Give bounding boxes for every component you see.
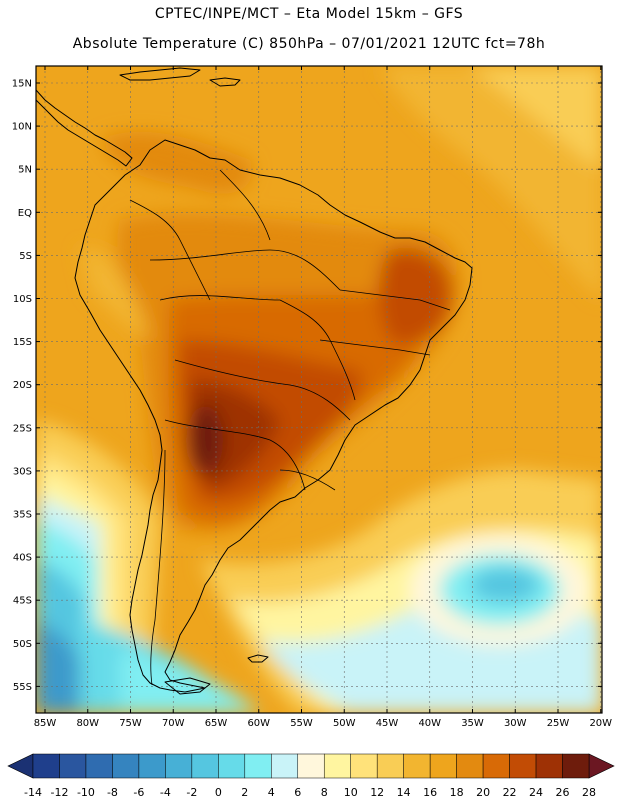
lat-label: 30S (13, 466, 32, 477)
hispaniola-coastline (209, 77, 241, 87)
lat-label: 15N (12, 79, 32, 90)
colorbar-swatch (535, 753, 563, 779)
lon-label: 85W (34, 718, 57, 729)
lat-label: 50S (13, 639, 32, 650)
lon-label: 75W (119, 718, 142, 729)
lat-label: 20S (13, 380, 32, 391)
lon-label: 30W (504, 718, 527, 729)
country-borders (129, 169, 451, 686)
lon-label: 55W (290, 718, 313, 729)
colorbar-swatch (323, 753, 351, 779)
colorbar-label: -6 (133, 786, 144, 799)
falklands-coastline (247, 654, 269, 663)
colorbar-swatch (112, 753, 140, 779)
colorbar-label: 18 (450, 786, 464, 799)
tierra-del-fuego-coastline (164, 677, 211, 695)
colorbar-label: -2 (186, 786, 197, 799)
colorbar-swatch (350, 753, 378, 779)
colorbar-label: -12 (50, 786, 68, 799)
lat-label: 35S (13, 510, 32, 521)
colorbar-label: 28 (582, 786, 596, 799)
colorbar: -14 -12 -10 -8 -6 -4 -2 0 2 4 6 8 10 12 14 16 18 20 22 24 26… (7, 753, 615, 799)
colorbar-swatch (244, 753, 272, 779)
colorbar-label: 20 (476, 786, 490, 799)
lat-label: EQ (18, 208, 32, 219)
latitude-labels: 15N 10N 5N EQ 5S 10S 15S 20S 25S 30S 35S 40S 45S 50S 5… (12, 79, 32, 693)
colorbar-label: -10 (77, 786, 95, 799)
colorbar-label: 12 (370, 786, 384, 799)
lon-label: 65W (205, 718, 228, 729)
chart-title-line-2: Absolute Temperature (C) 850hPa – 07/01/… (72, 36, 546, 52)
colorbar-label: 4 (268, 786, 275, 799)
colorbar-high-arrow (588, 753, 615, 779)
colorbar-label: 2 (241, 786, 248, 799)
colorbar-label: 26 (556, 786, 570, 799)
lon-label: 45W (376, 718, 399, 729)
colorbar-swatch (403, 753, 431, 779)
lon-label: 80W (76, 718, 99, 729)
colorbar-label: -14 (24, 786, 42, 799)
lat-label: 55S (13, 682, 32, 693)
colorbar-swatch (85, 753, 113, 779)
map-frame (35, 65, 603, 714)
colorbar-swatch (482, 753, 510, 779)
colorbar-swatch (297, 753, 325, 779)
colorbar-swatch (32, 753, 60, 779)
map-coastlines (36, 67, 473, 695)
colorbar-label: -8 (107, 786, 118, 799)
lon-label: 50W (333, 718, 356, 729)
colorbar-label: 14 (397, 786, 411, 799)
colorbar-swatch (562, 753, 590, 779)
colorbar-swatch (429, 753, 457, 779)
colorbar-label: 24 (529, 786, 543, 799)
lon-label: 35W (461, 718, 484, 729)
lat-label: 40S (13, 553, 32, 564)
colorbar-label: 8 (321, 786, 328, 799)
colorbar-swatch (165, 753, 193, 779)
colorbar-label: 10 (344, 786, 358, 799)
cuba-coastline (119, 67, 201, 81)
temperature-field (36, 66, 602, 713)
south-america-coastline (74, 139, 473, 693)
colorbar-swatch (456, 753, 484, 779)
lat-label: 10N (12, 122, 32, 133)
colorbar-low-arrow (7, 753, 34, 779)
lat-label: 15S (13, 337, 32, 348)
colorbar-label: 6 (294, 786, 301, 799)
lon-label: 60W (247, 718, 270, 729)
colorbar-label: 0 (215, 786, 222, 799)
lon-label: 20W (589, 718, 612, 729)
colorbar-swatch (218, 753, 246, 779)
colorbar-label: 16 (423, 786, 437, 799)
colorbar-label: -4 (160, 786, 171, 799)
colorbar-label: 22 (503, 786, 517, 799)
longitude-labels: 85W 80W 75W 70W 65W 60W 55W 50W 45W 40W 35W 30W 25W 2… (34, 718, 612, 729)
colorbar-swatch (376, 753, 404, 779)
colorbar-swatch (271, 753, 299, 779)
lat-label: 45S (13, 596, 32, 607)
lon-label: 70W (162, 718, 185, 729)
lon-label: 40W (418, 718, 441, 729)
map-gridlines (36, 66, 602, 713)
lat-label: 5N (18, 165, 32, 176)
lat-label: 10S (13, 294, 32, 305)
axis-ticks (36, 66, 602, 713)
lat-label: 5S (19, 251, 32, 262)
colorbar-swatch (138, 753, 166, 779)
central-america-coastline (36, 89, 133, 167)
colorbar-swatch (59, 753, 87, 779)
colorbar-swatch (509, 753, 537, 779)
chart-title-line-1: CPTEC/INPE/MCT – Eta Model 15km – GFS (154, 6, 464, 22)
lat-label: 25S (13, 423, 32, 434)
lon-label: 25W (547, 718, 570, 729)
colorbar-swatch (191, 753, 219, 779)
